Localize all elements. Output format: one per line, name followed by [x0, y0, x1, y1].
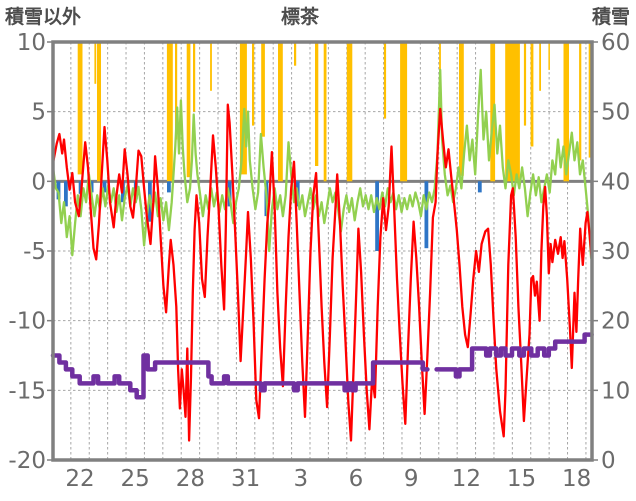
svg-text:-5: -5 [23, 239, 46, 265]
svg-text:0: 0 [31, 169, 46, 195]
svg-text:-20: -20 [8, 448, 46, 474]
x-axis-labels: 22 25 28 31 3 6 9 12 15 18 [65, 466, 591, 492]
svg-text:60: 60 [601, 30, 630, 56]
svg-text:25: 25 [121, 466, 150, 492]
svg-text:50: 50 [601, 100, 630, 126]
svg-text:31: 31 [231, 466, 260, 492]
svg-text:10: 10 [601, 378, 630, 404]
svg-text:10: 10 [17, 30, 46, 56]
svg-text:30: 30 [601, 239, 630, 265]
right-axis-title: 積雪 [591, 6, 630, 28]
left-axis-labels: 10 5 0 -5 -10 -15 -20 [8, 30, 53, 474]
svg-text:6: 6 [349, 466, 364, 492]
svg-text:20: 20 [601, 309, 630, 335]
svg-text:-10: -10 [8, 309, 46, 335]
svg-text:15: 15 [507, 466, 536, 492]
svg-text:12: 12 [452, 466, 481, 492]
svg-text:18: 18 [562, 466, 591, 492]
left-axis-title: 積雪以外 [5, 6, 82, 28]
right-axis-labels: 60 50 40 30 20 10 0 [592, 30, 630, 474]
svg-text:9: 9 [404, 466, 419, 492]
svg-text:22: 22 [65, 466, 94, 492]
svg-text:5: 5 [31, 100, 46, 126]
svg-text:3: 3 [293, 466, 308, 492]
svg-text:-15: -15 [8, 378, 46, 404]
svg-text:0: 0 [601, 448, 616, 474]
chart-title: 標茶 [280, 6, 319, 28]
svg-text:28: 28 [176, 466, 205, 492]
purple-snow-depth-line [50, 332, 594, 400]
svg-text:40: 40 [601, 169, 630, 195]
